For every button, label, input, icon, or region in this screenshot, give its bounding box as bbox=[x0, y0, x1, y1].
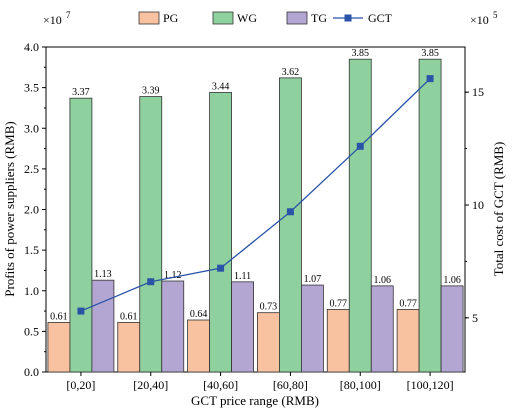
y2-tick-label-0: 5 bbox=[472, 311, 478, 325]
bar-pg-0 bbox=[47, 322, 71, 373]
bar-tg-2 bbox=[231, 281, 254, 373]
bar-pg-5 bbox=[396, 309, 420, 373]
bar-wg-0 bbox=[69, 97, 93, 373]
legend-item-tg: TG bbox=[286, 11, 327, 25]
x-tick-label-4: [80,100] bbox=[340, 378, 381, 392]
x-tick-label-2: [40,60] bbox=[203, 378, 238, 392]
bar-pg-4 bbox=[326, 309, 350, 373]
y-tick-label-7: 3.5 bbox=[24, 81, 39, 95]
x-tick-label-0: [0,20] bbox=[66, 378, 95, 392]
legend-label-gct: GCT bbox=[368, 11, 393, 25]
y-axis-label: Profits of power suppliers (RMB) bbox=[2, 121, 17, 297]
legend-swatch-pg bbox=[138, 11, 160, 25]
bar-label-pg-1: 0.61 bbox=[120, 311, 138, 322]
x-axis: [0,20] [20,40] [40,60] [60,80] [80,100] [100,… bbox=[66, 372, 454, 392]
bar-wg-4 bbox=[348, 58, 372, 373]
y-tick-label-5: 2.5 bbox=[24, 162, 39, 176]
bar-wg-2 bbox=[209, 92, 232, 373]
legend-label-pg: PG bbox=[163, 11, 179, 25]
left-multiplier-exp: 7 bbox=[66, 10, 71, 20]
y-tick-label-3: 1.5 bbox=[24, 243, 39, 257]
legend-item-pg: PG bbox=[138, 11, 179, 25]
bar-label-wg-1: 3.39 bbox=[142, 86, 160, 97]
bar-label-wg-0: 3.37 bbox=[72, 87, 90, 98]
y-tick-label-4: 2.0 bbox=[24, 203, 39, 217]
bar-label-wg-3: 3.62 bbox=[282, 67, 300, 78]
bar-label-tg-2: 1.11 bbox=[234, 271, 251, 282]
gct-point-4 bbox=[356, 142, 364, 150]
bar-label-layer: 0.61 0.61 0.64 0.73 0.77 0.77 3.37 3.39 3.44 3.62… bbox=[50, 48, 461, 322]
left-axis: 0.0 0.5 1.0 1.5 2.0 2.5 3.0 3.5 4.0 bbox=[24, 40, 46, 379]
bar-tg-4 bbox=[370, 285, 394, 373]
bar-label-wg-2: 3.44 bbox=[212, 82, 230, 93]
left-multiplier: ×10 7 bbox=[43, 10, 71, 27]
gct-point-1 bbox=[147, 278, 155, 286]
bar-label-pg-0: 0.61 bbox=[50, 311, 68, 322]
bar-label-pg-3: 0.73 bbox=[260, 302, 278, 313]
bar-label-tg-1: 1.12 bbox=[164, 270, 182, 281]
y-tick-label-6: 3.0 bbox=[24, 121, 39, 135]
bar-wg-1 bbox=[139, 96, 163, 373]
y-tick-label-2: 1.0 bbox=[24, 284, 39, 298]
bar-tg-3 bbox=[301, 284, 324, 373]
bar-label-pg-5: 0.77 bbox=[399, 298, 417, 309]
gct-line bbox=[80, 78, 431, 312]
y2-axis-label: Total cost of GCT (RMB) bbox=[491, 142, 506, 277]
left-multiplier-base: ×10 bbox=[43, 13, 62, 27]
bar-label-wg-5: 3.85 bbox=[421, 48, 439, 59]
gct-point-2 bbox=[217, 264, 225, 272]
legend-marker-gct bbox=[344, 14, 352, 22]
x-axis-label: GCT price range (RMB) bbox=[191, 393, 319, 408]
bar-pg-2 bbox=[187, 319, 210, 373]
gct-point-5 bbox=[426, 75, 434, 83]
legend-item-gct: GCT bbox=[333, 11, 393, 25]
y2-tick-label-2: 15 bbox=[472, 85, 484, 99]
x-tick-label-1: [20,40] bbox=[133, 378, 168, 392]
bar-label-tg-4: 1.06 bbox=[374, 275, 392, 286]
bar-label-wg-4: 3.85 bbox=[352, 48, 370, 59]
y-tick-label-0: 0.0 bbox=[24, 365, 39, 379]
legend: PG WG TG GCT bbox=[138, 11, 393, 25]
y-tick-label-8: 4.0 bbox=[24, 40, 39, 54]
right-multiplier-exp: 5 bbox=[493, 10, 498, 20]
legend-swatch-tg bbox=[286, 11, 308, 25]
bar-wg-3 bbox=[279, 77, 302, 373]
bar-label-tg-0: 1.13 bbox=[94, 269, 112, 280]
right-multiplier: ×10 5 bbox=[470, 10, 498, 27]
bar-label-tg-5: 1.06 bbox=[443, 275, 461, 286]
y-tick-label-1: 0.5 bbox=[24, 324, 39, 338]
legend-item-wg: WG bbox=[212, 11, 257, 25]
legend-label-wg: WG bbox=[237, 11, 257, 25]
y2-tick-label-1: 10 bbox=[472, 198, 484, 212]
bar-pg-3 bbox=[257, 312, 280, 373]
bar-tg-5 bbox=[440, 285, 464, 373]
gct-point-0 bbox=[77, 307, 85, 315]
bar-layer bbox=[47, 58, 464, 373]
bar-tg-1 bbox=[161, 280, 185, 373]
bar-wg-5 bbox=[418, 58, 442, 373]
gct-point-3 bbox=[286, 208, 294, 216]
bar-label-tg-3: 1.07 bbox=[304, 274, 322, 285]
right-multiplier-base: ×10 bbox=[470, 13, 489, 27]
bar-pg-1 bbox=[117, 322, 141, 373]
legend-swatch-wg bbox=[212, 11, 234, 25]
bar-label-pg-4: 0.77 bbox=[330, 298, 348, 309]
gct-line-layer bbox=[77, 75, 434, 315]
right-axis: 5 10 15 bbox=[465, 85, 484, 325]
bar-label-pg-2: 0.64 bbox=[190, 309, 208, 320]
x-tick-label-5: [100,120] bbox=[407, 378, 454, 392]
x-tick-label-3: [60,80] bbox=[273, 378, 308, 392]
bar-tg-0 bbox=[91, 279, 115, 373]
legend-label-tg: TG bbox=[311, 11, 327, 25]
